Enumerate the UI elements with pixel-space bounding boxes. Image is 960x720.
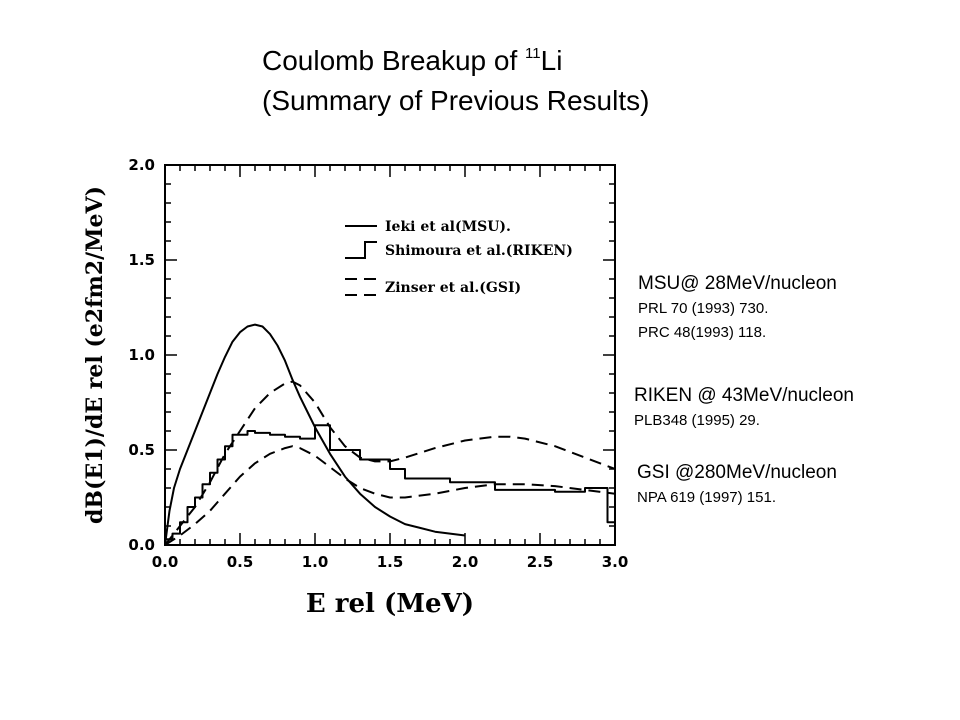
x-tick-label: 2.0 (452, 553, 479, 571)
reference-riken-head: RIKEN @ 43MeV/nucleon (634, 385, 854, 406)
legend-entry-2: Shimoura et al.(RIKEN) (385, 243, 573, 259)
x-tick-label: 0.5 (227, 553, 254, 571)
series-line-4 (165, 445, 615, 545)
x-axis-label: E rel (MeV) (306, 589, 474, 619)
reference-msu-line-2: PRC 48(1993) 118. (638, 324, 767, 341)
y-tick-label: 1.5 (128, 251, 155, 269)
y-axis-label: dB(E1)/dE rel (e2fm2/MeV) (82, 186, 108, 524)
y-tick-label: 0.5 (128, 441, 155, 459)
reference-msu: MSU@ 28MeV/nucleon PRL 70 (1993) 730. PR… (638, 271, 837, 345)
title-superscript: 11 (525, 45, 541, 62)
legend-entry-3: Zinser et al.(GSI) (385, 280, 521, 296)
reference-gsi-head: GSI @280MeV/nucleon (637, 462, 837, 483)
title-element: Li (540, 45, 563, 76)
reference-riken-line-1: PLB348 (1995) 29. (634, 412, 760, 429)
x-tick-label: 1.0 (302, 553, 329, 571)
series-line-1 (165, 323, 466, 545)
series-line-3 (165, 380, 615, 545)
reference-msu-head: MSU@ 28MeV/nucleon (638, 273, 837, 294)
reference-riken: RIKEN @ 43MeV/nucleon PLB348 (1995) 29. (634, 383, 854, 433)
reference-msu-line-1: PRL 70 (1993) 730. (638, 300, 769, 317)
y-tick-label: 1.0 (128, 346, 155, 364)
x-tick-label: 2.5 (527, 553, 554, 571)
y-tick-label: 0.0 (128, 536, 155, 554)
title-line-2: (Summary of Previous Results) (262, 85, 650, 116)
legend-entry-1: Ieki et al(MSU). (385, 219, 511, 235)
title-text: Coulomb Breakup of (262, 45, 526, 76)
x-tick-label: 3.0 (602, 553, 629, 571)
x-tick-label: 0.0 (152, 553, 179, 571)
x-tick-label: 1.5 (377, 553, 404, 571)
reference-gsi: GSI @280MeV/nucleon NPA 619 (1997) 151. (637, 460, 837, 510)
reference-gsi-line-1: NPA 619 (1997) 151. (637, 489, 776, 506)
y-tick-label: 2.0 (128, 156, 155, 174)
slide-title: Coulomb Breakup of 11Li (Summary of Prev… (262, 34, 649, 121)
series-group (165, 323, 615, 545)
legend-sample-histogram (345, 241, 377, 259)
title-line-1: Coulomb Breakup of 11Li (262, 34, 649, 81)
